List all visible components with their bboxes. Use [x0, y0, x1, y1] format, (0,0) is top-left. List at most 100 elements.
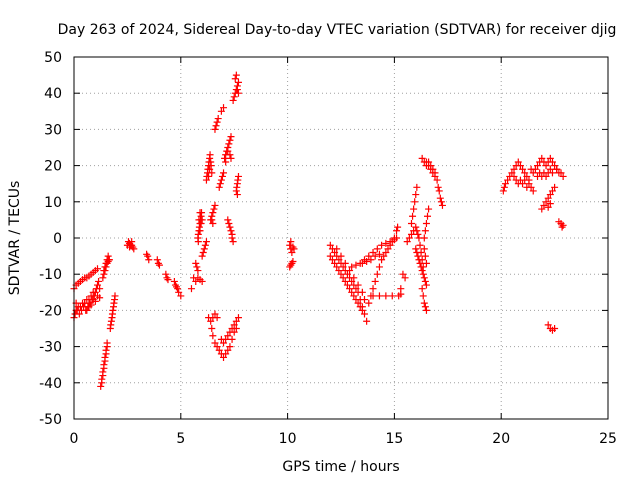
data-point	[348, 263, 356, 271]
data-point	[222, 350, 230, 358]
data-point	[96, 285, 104, 293]
data-point	[288, 248, 296, 256]
data-points	[70, 71, 567, 390]
data-point	[215, 183, 223, 191]
data-point	[227, 133, 235, 141]
data-point	[542, 172, 550, 180]
data-point	[393, 227, 401, 235]
data-point	[551, 162, 559, 170]
data-point	[233, 191, 241, 199]
data-point	[501, 180, 509, 188]
data-point	[234, 314, 242, 322]
data-point	[199, 248, 207, 256]
data-point	[331, 248, 339, 256]
data-point	[335, 267, 343, 275]
data-point	[369, 285, 377, 293]
data-point	[221, 154, 229, 162]
data-point	[411, 198, 419, 206]
data-point	[205, 172, 213, 180]
data-point	[170, 277, 178, 285]
data-point	[418, 285, 426, 293]
data-point	[350, 292, 358, 300]
data-point	[414, 230, 422, 238]
data-point	[98, 375, 106, 383]
data-point	[350, 274, 358, 282]
data-point	[529, 187, 537, 195]
data-point	[407, 220, 415, 228]
data-point	[326, 252, 334, 260]
y-tick-label: -50	[39, 412, 62, 428]
data-point	[365, 299, 373, 307]
y-tick-label: 30	[44, 122, 62, 138]
data-point	[234, 78, 242, 86]
data-point	[421, 227, 429, 235]
data-point	[416, 259, 424, 267]
data-point	[354, 299, 362, 307]
data-point	[551, 325, 559, 332]
data-point	[544, 203, 552, 211]
data-point	[410, 205, 418, 213]
data-point	[229, 96, 237, 104]
data-point	[378, 241, 386, 249]
data-point	[405, 234, 413, 242]
data-point	[197, 220, 205, 228]
data-point	[375, 250, 383, 258]
data-point	[382, 292, 390, 300]
data-point	[559, 172, 567, 180]
data-point	[228, 325, 236, 332]
data-point	[228, 234, 236, 242]
data-point	[91, 288, 99, 296]
data-point	[195, 216, 203, 224]
data-point	[510, 172, 518, 180]
data-point	[211, 310, 219, 318]
data-point	[438, 201, 446, 209]
data-point	[226, 328, 234, 336]
data-point	[226, 136, 234, 144]
data-point	[382, 248, 390, 256]
y-tick-label: 20	[44, 159, 62, 175]
data-point	[337, 252, 345, 260]
data-point	[102, 346, 110, 354]
data-point	[130, 245, 138, 253]
y-tick-label: 0	[53, 231, 62, 247]
data-point	[546, 191, 554, 199]
y-tick-label: 50	[44, 50, 62, 66]
data-point	[390, 234, 398, 242]
data-point	[346, 285, 354, 293]
data-point	[358, 306, 366, 314]
data-point	[504, 176, 512, 184]
data-point	[529, 169, 537, 177]
data-point	[206, 165, 214, 173]
data-point	[105, 256, 113, 264]
data-point	[412, 223, 420, 231]
data-point	[388, 238, 396, 246]
data-point	[508, 169, 516, 177]
data-point	[358, 259, 366, 267]
data-point	[213, 118, 221, 126]
data-point	[83, 306, 91, 314]
x-tick-label: 0	[70, 431, 79, 447]
data-point	[419, 270, 427, 278]
data-point	[369, 292, 377, 300]
data-point	[360, 296, 368, 304]
data-point	[422, 281, 430, 289]
data-point	[420, 299, 428, 307]
data-point	[373, 245, 381, 253]
data-point	[201, 241, 209, 249]
data-point	[348, 288, 356, 296]
chart-title: Day 263 of 2024, Sidereal Day-to-day VTE…	[58, 22, 617, 38]
data-point	[519, 165, 527, 173]
data-point	[363, 258, 371, 266]
data-point	[516, 162, 524, 170]
data-point	[386, 241, 394, 249]
data-point	[388, 292, 396, 300]
y-tick-label: -30	[39, 340, 62, 356]
data-point	[226, 223, 234, 231]
data-point	[419, 263, 427, 271]
data-point	[339, 274, 347, 282]
data-point	[531, 165, 539, 173]
data-point	[375, 263, 383, 271]
data-point	[206, 151, 214, 159]
data-point	[429, 169, 437, 177]
data-point	[227, 227, 235, 235]
